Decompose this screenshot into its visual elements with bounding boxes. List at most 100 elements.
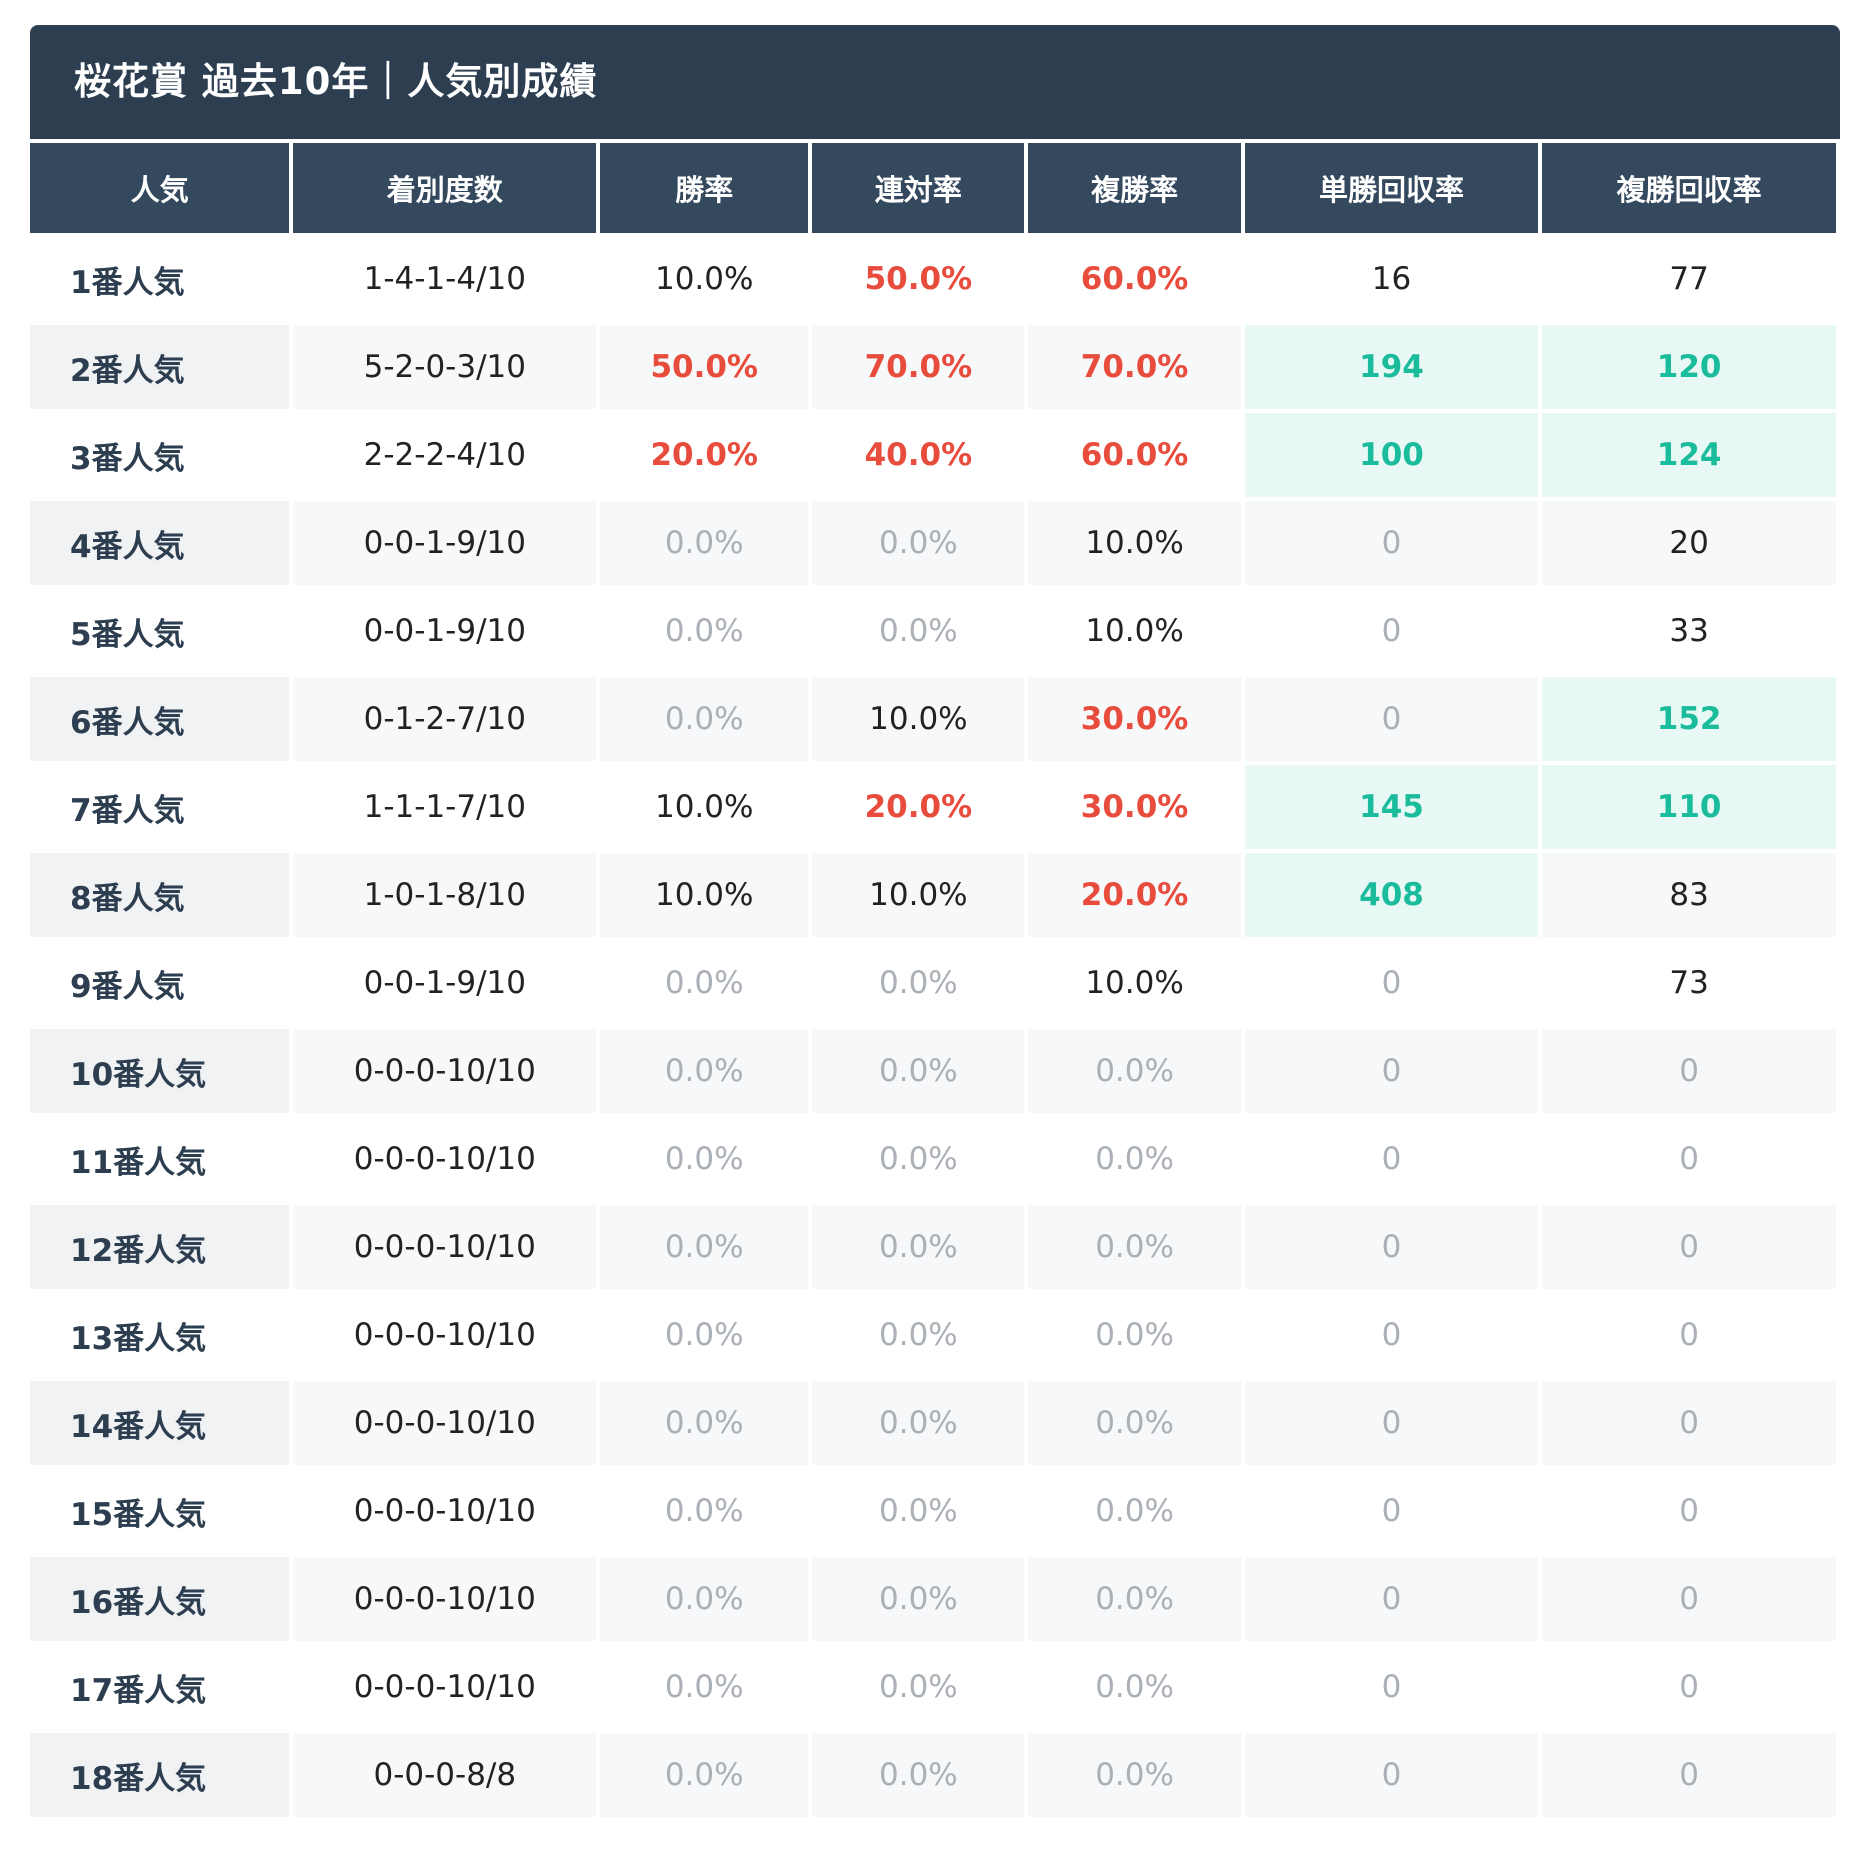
table-row: 15番人気 0-0-0-10/10 0.0% 0.0% 0.0% 0 0: [30, 1469, 1836, 1553]
cell-place-return: 33: [1542, 589, 1836, 673]
cell-win-rate: 0.0%: [600, 1293, 809, 1377]
cell-record: 0-0-0-8/8: [293, 1733, 597, 1817]
cell-place-rate: 0.0%: [1028, 1381, 1241, 1465]
cell-quinella-rate: 0.0%: [812, 1557, 1025, 1641]
cell-place-rate: 0.0%: [1028, 1029, 1241, 1113]
cell-popularity: 16番人気: [30, 1557, 290, 1641]
cell-place-rate: 30.0%: [1028, 765, 1241, 849]
cell-win-return: 0: [1244, 1029, 1539, 1113]
cell-quinella-rate: 0.0%: [812, 1029, 1025, 1113]
cell-place-return: 20: [1542, 501, 1836, 585]
cell-popularity: 18番人気: [30, 1733, 290, 1817]
cell-place-rate: 30.0%: [1028, 677, 1241, 761]
cell-quinella-rate: 0.0%: [812, 1733, 1025, 1817]
cell-win-return: 16: [1244, 237, 1539, 321]
table-row: 16番人気 0-0-0-10/10 0.0% 0.0% 0.0% 0 0: [30, 1557, 1836, 1641]
cell-quinella-rate: 50.0%: [812, 237, 1025, 321]
cell-win-rate: 0.0%: [600, 677, 809, 761]
cell-popularity: 7番人気: [30, 765, 290, 849]
cell-win-return: 0: [1244, 1557, 1539, 1641]
cell-win-return: 0: [1244, 1645, 1539, 1729]
stats-card: 桜花賞 過去10年｜人気別成績 人気 着別度数 勝率 連対率 複勝率 単勝回収率…: [30, 25, 1840, 1860]
cell-place-return: 73: [1542, 941, 1836, 1025]
cell-place-rate: 0.0%: [1028, 1557, 1241, 1641]
cell-popularity: 9番人気: [30, 941, 290, 1025]
table-row: 17番人気 0-0-0-10/10 0.0% 0.0% 0.0% 0 0: [30, 1645, 1836, 1729]
header-record: 着別度数: [293, 143, 597, 233]
cell-place-rate: 60.0%: [1028, 413, 1241, 497]
cell-record: 0-0-0-10/10: [293, 1381, 597, 1465]
table-row: 11番人気 0-0-0-10/10 0.0% 0.0% 0.0% 0 0: [30, 1117, 1836, 1201]
cell-record: 1-1-1-7/10: [293, 765, 597, 849]
table-body: 1番人気 1-4-1-4/10 10.0% 50.0% 60.0% 16 77 2番人気 5-2…: [30, 237, 1836, 1817]
cell-win-rate: 10.0%: [600, 237, 809, 321]
cell-popularity: 2番人気: [30, 325, 290, 409]
header-row: 人気 着別度数 勝率 連対率 複勝率 単勝回収率 複勝回収率: [30, 143, 1836, 233]
cell-place-return: 0: [1542, 1645, 1836, 1729]
cell-win-rate: 50.0%: [600, 325, 809, 409]
cell-place-rate: 70.0%: [1028, 325, 1241, 409]
cell-place-return: 0: [1542, 1733, 1836, 1817]
cell-record: 0-1-2-7/10: [293, 677, 597, 761]
cell-popularity: 5番人気: [30, 589, 290, 673]
cell-win-return: 0: [1244, 941, 1539, 1025]
cell-win-rate: 0.0%: [600, 1381, 809, 1465]
cell-place-return: 124: [1542, 413, 1836, 497]
table-row: 7番人気 1-1-1-7/10 10.0% 20.0% 30.0% 145 110: [30, 765, 1836, 849]
cell-place-return: 152: [1542, 677, 1836, 761]
cell-win-return: 0: [1244, 1469, 1539, 1553]
cell-place-rate: 0.0%: [1028, 1733, 1241, 1817]
cell-place-rate: 20.0%: [1028, 853, 1241, 937]
table-row: 9番人気 0-0-1-9/10 0.0% 0.0% 10.0% 0 73: [30, 941, 1836, 1025]
cell-win-return: 408: [1244, 853, 1539, 937]
cell-place-rate: 10.0%: [1028, 501, 1241, 585]
cell-place-return: 83: [1542, 853, 1836, 937]
table-row: 14番人気 0-0-0-10/10 0.0% 0.0% 0.0% 0 0: [30, 1381, 1836, 1465]
cell-popularity: 17番人気: [30, 1645, 290, 1729]
cell-quinella-rate: 0.0%: [812, 1205, 1025, 1289]
cell-place-return: 0: [1542, 1293, 1836, 1377]
cell-quinella-rate: 10.0%: [812, 853, 1025, 937]
table-header: 人気 着別度数 勝率 連対率 複勝率 単勝回収率 複勝回収率: [30, 143, 1836, 233]
cell-popularity: 1番人気: [30, 237, 290, 321]
header-place-rate: 複勝率: [1028, 143, 1241, 233]
cell-place-return: 110: [1542, 765, 1836, 849]
cell-place-rate: 0.0%: [1028, 1293, 1241, 1377]
cell-record: 0-0-1-9/10: [293, 501, 597, 585]
cell-record: 0-0-0-10/10: [293, 1293, 597, 1377]
cell-place-rate: 10.0%: [1028, 941, 1241, 1025]
cell-win-rate: 0.0%: [600, 1645, 809, 1729]
cell-win-return: 0: [1244, 1117, 1539, 1201]
cell-win-rate: 0.0%: [600, 1029, 809, 1113]
cell-popularity: 15番人気: [30, 1469, 290, 1553]
cell-popularity: 6番人気: [30, 677, 290, 761]
cell-record: 0-0-0-10/10: [293, 1029, 597, 1113]
cell-win-rate: 10.0%: [600, 853, 809, 937]
header-win-return: 単勝回収率: [1244, 143, 1539, 233]
cell-place-return: 0: [1542, 1557, 1836, 1641]
table-row: 4番人気 0-0-1-9/10 0.0% 0.0% 10.0% 0 20: [30, 501, 1836, 585]
cell-popularity: 8番人気: [30, 853, 290, 937]
cell-quinella-rate: 10.0%: [812, 677, 1025, 761]
cell-record: 0-0-1-9/10: [293, 589, 597, 673]
cell-place-return: 0: [1542, 1117, 1836, 1201]
cell-record: 0-0-0-10/10: [293, 1645, 597, 1729]
cell-place-return: 120: [1542, 325, 1836, 409]
cell-popularity: 11番人気: [30, 1117, 290, 1201]
cell-win-rate: 0.0%: [600, 1117, 809, 1201]
cell-quinella-rate: 0.0%: [812, 1381, 1025, 1465]
cell-popularity: 10番人気: [30, 1029, 290, 1113]
table-row: 10番人気 0-0-0-10/10 0.0% 0.0% 0.0% 0 0: [30, 1029, 1836, 1113]
cell-win-rate: 0.0%: [600, 1733, 809, 1817]
table-row: 18番人気 0-0-0-8/8 0.0% 0.0% 0.0% 0 0: [30, 1733, 1836, 1817]
cell-win-rate: 10.0%: [600, 765, 809, 849]
cell-win-return: 0: [1244, 589, 1539, 673]
cell-place-return: 0: [1542, 1205, 1836, 1289]
cell-quinella-rate: 40.0%: [812, 413, 1025, 497]
cell-win-return: 0: [1244, 1293, 1539, 1377]
cell-win-return: 0: [1244, 501, 1539, 585]
header-win-rate: 勝率: [600, 143, 809, 233]
cell-win-return: 0: [1244, 677, 1539, 761]
popularity-stats-table: 人気 着別度数 勝率 連対率 複勝率 単勝回収率 複勝回収率 1番人気 1-4-1…: [30, 139, 1840, 1821]
cell-place-rate: 0.0%: [1028, 1645, 1241, 1729]
